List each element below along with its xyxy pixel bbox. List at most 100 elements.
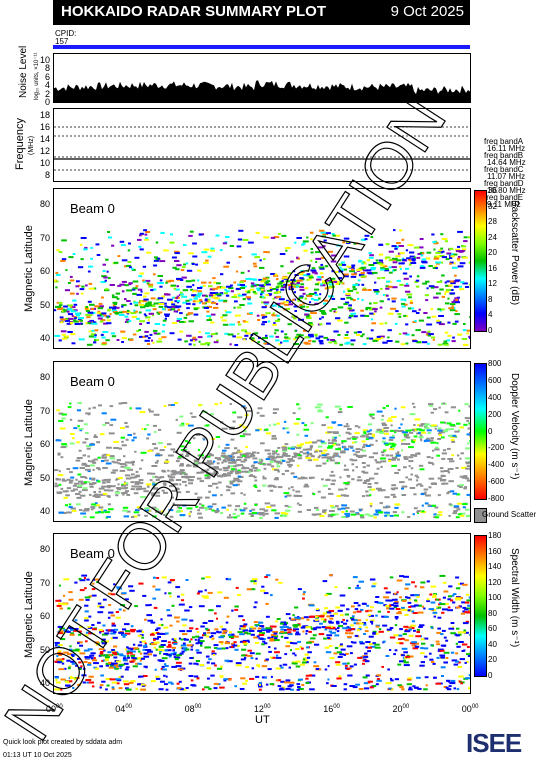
heatmap-cell: [279, 687, 284, 690]
heatmap-cell: [226, 516, 233, 519]
heatmap-cell: [453, 262, 456, 265]
heatmap-cell: [392, 269, 395, 272]
ground-scatter-swatch: [474, 508, 487, 523]
heatmap-cell: [210, 674, 215, 677]
heatmap-cell: [56, 681, 61, 684]
noise-tick: 4: [44, 80, 50, 91]
heatmap-cell: [153, 646, 156, 649]
heatmap-cell: [90, 657, 94, 660]
heatmap-cell: [425, 280, 430, 283]
heatmap-cell: [312, 441, 316, 444]
heatmap-cell: [264, 302, 269, 305]
heatmap-cell: [332, 438, 337, 441]
heatmap-cell: [302, 597, 305, 600]
heatmap-cell: [254, 332, 259, 335]
heatmap-cell: [114, 312, 120, 314]
heatmap-cell: [433, 615, 437, 618]
heatmap-cell: [226, 660, 233, 663]
heatmap-cell: [147, 319, 150, 322]
heatmap-cell: [376, 679, 382, 682]
heatmap-cell: [90, 460, 93, 463]
heatmap-cell: [318, 409, 322, 412]
heatmap-cell: [358, 260, 362, 263]
heatmap-cell: [416, 511, 419, 513]
heatmap-cell: [129, 660, 135, 663]
heatmap-cell: [260, 288, 265, 291]
heatmap-cell: [79, 494, 86, 497]
heatmap-cell: [405, 436, 411, 439]
heatmap-cell: [387, 312, 394, 315]
heatmap-cell: [146, 321, 150, 324]
frequency-tick: 14: [39, 134, 50, 144]
heatmap-cell: [349, 685, 355, 687]
heatmap-cell: [239, 416, 243, 419]
heatmap-cell: [305, 677, 309, 680]
heatmap-cell: [436, 656, 440, 659]
heatmap-cell: [444, 281, 447, 284]
heatmap-cell: [74, 677, 77, 680]
heatmap-cell: [124, 632, 131, 635]
heatmap-cell: [345, 629, 352, 632]
heatmap-cell: [403, 277, 409, 280]
heatmap-cell: [210, 632, 217, 635]
heatmap-cell: [372, 308, 378, 311]
heatmap-cell: [195, 635, 200, 638]
heatmap-cell: [326, 279, 332, 282]
heatmap-cell: [158, 305, 164, 308]
heatmap-cell: [407, 601, 412, 604]
heatmap-cell: [384, 511, 390, 514]
heatmap-cell: [224, 447, 230, 450]
heatmap-cell: [450, 428, 454, 431]
heatmap-cell: [329, 617, 334, 620]
heatmap-cell: [210, 413, 214, 416]
heatmap-cell: [243, 467, 250, 470]
heatmap-cell: [436, 598, 439, 601]
heatmap-cell: [441, 452, 447, 455]
heatmap-cell: [343, 290, 346, 293]
heatmap-cell: [284, 636, 289, 639]
heatmap-cell: [78, 480, 84, 483]
heatmap-cell: [288, 301, 291, 303]
heatmap-cell: [87, 662, 92, 664]
heatmap-cell: [352, 288, 357, 291]
heatmap-cell: [250, 580, 256, 583]
heatmap-cell: [448, 627, 455, 630]
heatmap-cell: [261, 289, 266, 292]
heatmap-cell: [185, 453, 191, 456]
heatmap-cell: [290, 447, 295, 450]
heatmap-cell: [405, 342, 409, 345]
heatmap-cell: [367, 614, 371, 617]
heatmap-cell: [121, 341, 124, 343]
heatmap-cell: [355, 683, 360, 686]
heatmap-cell: [170, 476, 176, 479]
heatmap-cell: [89, 477, 92, 480]
heatmap-cell: [203, 261, 209, 264]
heatmap-cell: [380, 267, 385, 270]
heatmap-cell: [321, 478, 324, 481]
heatmap-cell: [107, 486, 111, 489]
heatmap-cell: [144, 339, 150, 342]
time-tick-hour: 08: [184, 704, 195, 714]
heatmap-cell: [131, 316, 137, 318]
heatmap-cell: [421, 642, 426, 645]
width-cbar-label: Spectral Width (m s⁻¹): [509, 548, 520, 648]
heatmap-cell: [77, 473, 82, 476]
heatmap-cell: [337, 306, 344, 309]
heatmap-cell: [366, 604, 370, 607]
heatmap-cell: [354, 432, 360, 435]
heatmap-cell: [461, 631, 466, 634]
heatmap-cell: [402, 633, 407, 636]
heatmap-cell: [443, 636, 447, 639]
heatmap-cell: [311, 312, 317, 315]
heatmap-cell: [159, 650, 163, 653]
heatmap-cell: [59, 607, 63, 610]
heatmap-cell: [340, 494, 345, 497]
heatmap-cell: [139, 663, 142, 665]
heatmap-cell: [430, 626, 434, 629]
heatmap-cell: [389, 599, 393, 602]
heatmap-cell: [142, 645, 147, 648]
heatmap-cell: [70, 476, 75, 479]
heatmap-cell: [456, 454, 460, 457]
heatmap-cell: [93, 494, 96, 497]
noise-tick: 0: [44, 97, 50, 107]
